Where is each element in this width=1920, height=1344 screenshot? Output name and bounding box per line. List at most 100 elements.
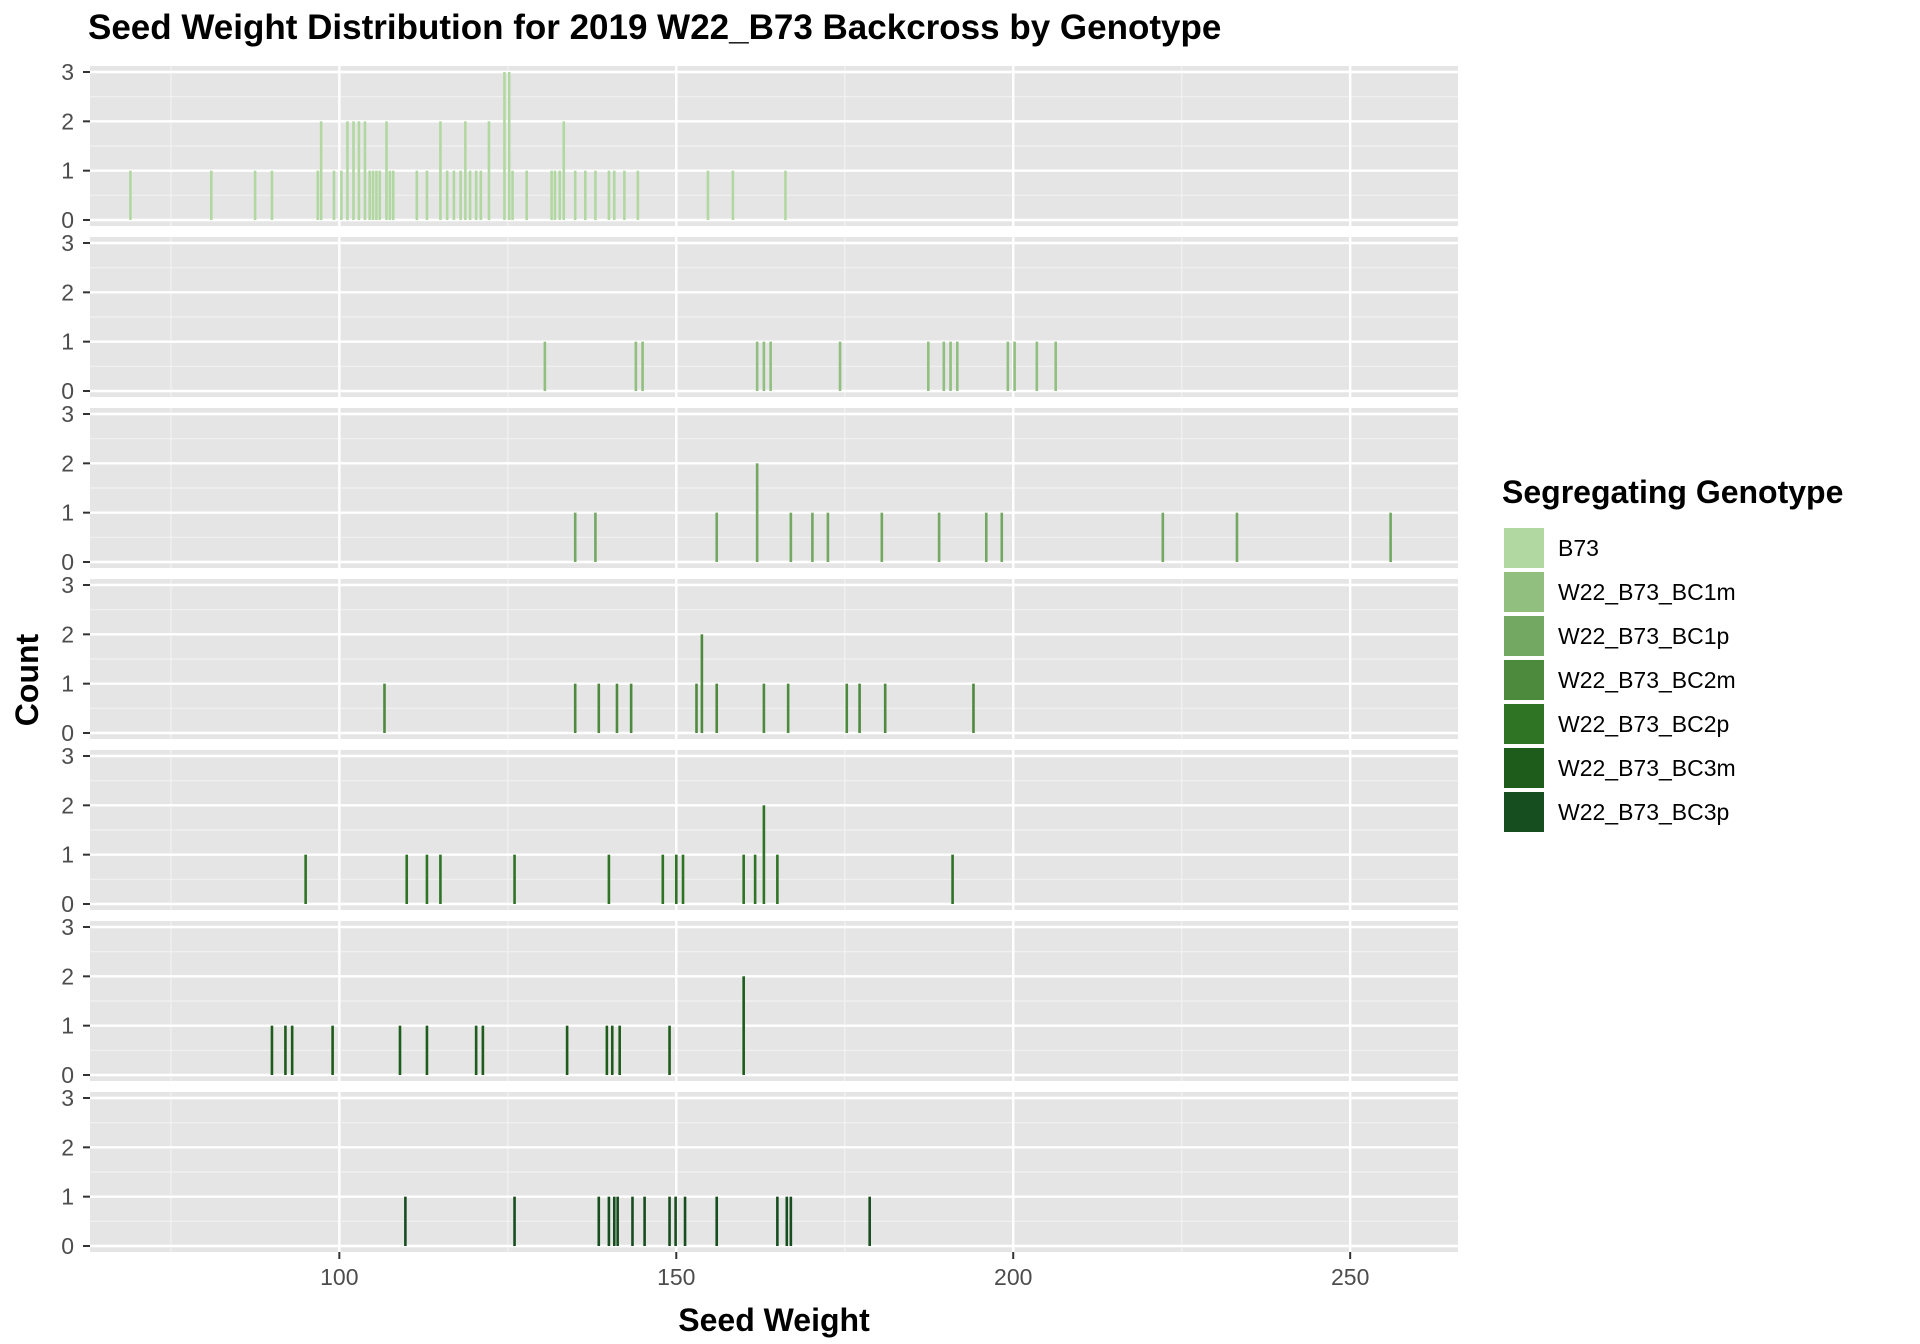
bar [695,683,698,733]
bar [668,1196,671,1246]
bar [845,683,849,733]
y-tick-label: 2 [61,279,74,305]
legend-key [1502,658,1546,702]
bar [784,170,787,220]
bar [375,170,378,220]
y-tick-label: 0 [61,720,74,746]
legend-label: W22_B73_BC1p [1558,623,1729,649]
bar [597,1196,601,1246]
bar [786,683,790,733]
bar [371,170,375,220]
y-tick-label: 3 [61,1085,74,1111]
chart-title: Seed Weight Distribution for 2019 W22_B7… [88,8,1222,47]
bar [543,341,547,391]
facet-panel: 0 1 2 3 [61,59,1458,233]
legend-key [1502,702,1546,746]
bar [683,1196,687,1246]
bar [715,683,719,733]
bar [346,121,349,220]
bar [388,170,392,220]
bar [927,341,930,391]
bar [984,512,988,562]
legend-label: W22_B73_BC2m [1558,667,1736,693]
y-tick-label: 0 [61,207,74,233]
y-tick-label: 3 [61,59,74,85]
y-tick-label: 3 [61,230,74,256]
y-tick-label: 0 [61,891,74,917]
bar [616,1196,619,1246]
facet-panel: 0 1 2 3 [61,572,1458,746]
bar [785,1196,789,1246]
y-tick-label: 2 [61,108,74,134]
bar [612,170,616,220]
bar [385,121,388,220]
bar [525,170,528,220]
y-tick-label: 1 [61,671,74,697]
bar [942,341,946,391]
bar [513,1196,516,1246]
bar [681,854,685,904]
bar [623,170,626,220]
bar [607,854,611,904]
bar [674,854,678,904]
y-tick-label: 1 [61,1184,74,1210]
facet-panel: 0 1 2 3 [61,401,1458,575]
y-tick-label: 2 [61,621,74,647]
y-tick-label: 1 [61,329,74,355]
bar [425,1025,429,1075]
facet-panel: 0 1 2 3 [61,743,1458,917]
bar [618,1025,621,1075]
bar [479,170,483,220]
bar [562,121,566,220]
bar [629,683,633,733]
legend-label: W22_B73_BC3p [1558,799,1729,825]
bar [937,512,941,562]
bar [811,512,814,562]
x-tick-label: 200 [994,1264,1032,1290]
bar [270,1025,274,1075]
bar [755,341,759,391]
bar [573,512,577,562]
bar [391,170,395,220]
legend: Segregating Genotype B73 W22_B73_BC1m W22_… [1502,474,1843,834]
bar [352,121,355,220]
legend-label: W22_B73_BC2p [1558,711,1729,737]
y-tick-label: 2 [61,963,74,989]
legend-key [1502,614,1546,658]
bar [474,170,478,220]
bar [643,1196,646,1246]
y-tick-label: 0 [61,378,74,404]
legend-key [1502,570,1546,614]
bar [715,1196,719,1246]
bar [129,170,132,220]
bar [439,854,442,904]
bar [331,1025,334,1075]
y-tick-label: 0 [61,549,74,575]
bar [357,121,361,220]
y-tick-label: 1 [61,158,74,184]
x-tick-label: 250 [1331,1264,1369,1290]
bar [468,170,472,220]
bar [605,1025,609,1075]
y-tick-label: 3 [61,743,74,769]
bar [565,1025,569,1075]
bar [425,854,429,904]
y-tick-label: 1 [61,1013,74,1039]
bar [1006,341,1010,391]
bar [641,341,644,391]
bar [762,341,766,391]
bar [826,512,830,562]
bar [636,170,640,220]
bar [615,683,619,733]
y-tick-label: 2 [61,1134,74,1160]
bar [1000,512,1004,562]
bar [607,170,611,220]
bar [573,683,577,733]
bar [612,1196,616,1246]
bar [452,170,456,220]
y-tick-label: 0 [61,1233,74,1259]
bar [319,121,323,220]
bar [762,683,766,733]
